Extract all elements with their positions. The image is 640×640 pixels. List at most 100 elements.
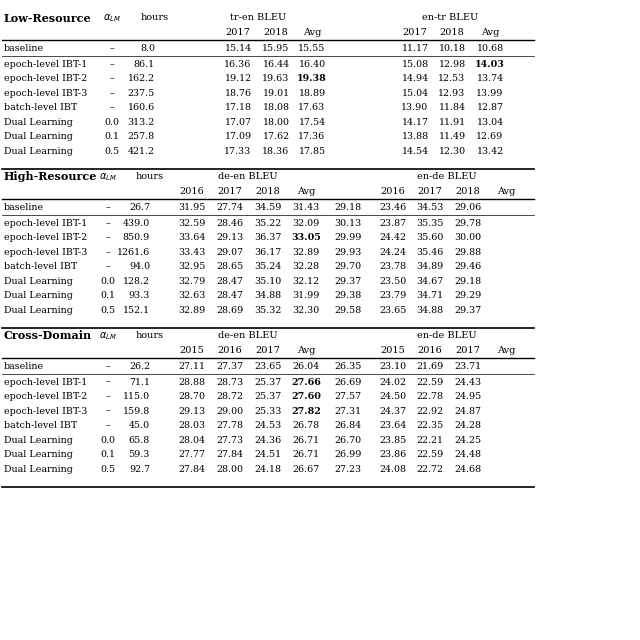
Text: 19.01: 19.01 [262, 89, 289, 98]
Text: 86.1: 86.1 [134, 60, 155, 69]
Text: 24.48: 24.48 [454, 450, 481, 460]
Text: 13.90: 13.90 [401, 104, 429, 113]
Text: 34.67: 34.67 [417, 277, 444, 286]
Text: hours: hours [141, 13, 169, 22]
Text: 29.18: 29.18 [454, 277, 481, 286]
Text: 28.65: 28.65 [216, 262, 244, 271]
Text: epoch-level IBT-2: epoch-level IBT-2 [4, 74, 87, 83]
Text: 2016: 2016 [180, 187, 204, 196]
Text: 27.84: 27.84 [216, 450, 243, 460]
Text: 23.79: 23.79 [380, 291, 406, 300]
Text: 24.42: 24.42 [380, 234, 406, 243]
Text: 26.71: 26.71 [292, 436, 319, 445]
Text: 12.53: 12.53 [438, 74, 466, 83]
Text: 32.89: 32.89 [179, 306, 205, 315]
Text: 23.64: 23.64 [380, 421, 406, 430]
Text: –: – [106, 234, 110, 243]
Text: 15.95: 15.95 [262, 44, 290, 53]
Text: 115.0: 115.0 [123, 392, 150, 401]
Text: 36.17: 36.17 [254, 248, 282, 257]
Text: 0.1: 0.1 [104, 132, 120, 141]
Text: –: – [109, 74, 115, 83]
Text: 10.18: 10.18 [438, 44, 465, 53]
Text: 28.00: 28.00 [216, 465, 243, 474]
Text: 17.33: 17.33 [225, 147, 252, 156]
Text: 28.88: 28.88 [179, 378, 205, 387]
Text: 23.86: 23.86 [380, 450, 406, 460]
Text: 29.99: 29.99 [334, 234, 362, 243]
Text: 22.35: 22.35 [417, 421, 444, 430]
Text: 92.7: 92.7 [129, 465, 150, 474]
Text: epoch-level IBT-1: epoch-level IBT-1 [4, 378, 87, 387]
Text: 26.2: 26.2 [129, 362, 150, 371]
Text: 12.98: 12.98 [438, 60, 465, 69]
Text: $\alpha_{LM}$: $\alpha_{LM}$ [99, 330, 117, 342]
Text: 15.14: 15.14 [225, 44, 252, 53]
Text: 2016: 2016 [418, 346, 442, 355]
Text: 29.93: 29.93 [334, 248, 362, 257]
Text: 32.63: 32.63 [179, 291, 205, 300]
Text: 12.87: 12.87 [477, 104, 504, 113]
Text: 13.74: 13.74 [476, 74, 504, 83]
Text: 12.30: 12.30 [438, 147, 465, 156]
Text: 28.04: 28.04 [179, 436, 205, 445]
Text: Dual Learning: Dual Learning [4, 147, 73, 156]
Text: 24.08: 24.08 [380, 465, 406, 474]
Text: 65.8: 65.8 [129, 436, 150, 445]
Text: 23.46: 23.46 [380, 203, 406, 212]
Text: 24.51: 24.51 [255, 450, 282, 460]
Text: 22.59: 22.59 [417, 378, 444, 387]
Text: 22.92: 22.92 [417, 406, 444, 416]
Text: epoch-level IBT-1: epoch-level IBT-1 [4, 60, 87, 69]
Text: 15.55: 15.55 [298, 44, 326, 53]
Text: 17.62: 17.62 [262, 132, 289, 141]
Text: 32.95: 32.95 [179, 262, 205, 271]
Text: batch-level IBT: batch-level IBT [4, 421, 77, 430]
Text: 19.12: 19.12 [225, 74, 252, 83]
Text: 24.53: 24.53 [254, 421, 282, 430]
Text: 0.5: 0.5 [104, 147, 120, 156]
Text: en-tr BLEU: en-tr BLEU [422, 13, 478, 22]
Text: –: – [106, 248, 110, 257]
Text: 26.69: 26.69 [334, 378, 362, 387]
Text: 28.73: 28.73 [216, 378, 244, 387]
Text: 2017: 2017 [255, 346, 280, 355]
Text: –: – [106, 378, 110, 387]
Text: 30.00: 30.00 [454, 234, 481, 243]
Text: 13.42: 13.42 [476, 147, 504, 156]
Text: 2018: 2018 [456, 187, 481, 196]
Text: 15.08: 15.08 [401, 60, 429, 69]
Text: 2016: 2016 [218, 346, 243, 355]
Text: 22.78: 22.78 [417, 392, 444, 401]
Text: epoch-level IBT-3: epoch-level IBT-3 [4, 89, 88, 98]
Text: 28.72: 28.72 [216, 392, 243, 401]
Text: 152.1: 152.1 [123, 306, 150, 315]
Text: 24.02: 24.02 [380, 378, 406, 387]
Text: –: – [109, 44, 115, 53]
Text: 28.47: 28.47 [216, 291, 243, 300]
Text: baseline: baseline [4, 203, 44, 212]
Text: 313.2: 313.2 [128, 118, 155, 127]
Text: 0.0: 0.0 [100, 277, 115, 286]
Text: 11.91: 11.91 [438, 118, 465, 127]
Text: 11.49: 11.49 [438, 132, 465, 141]
Text: 36.37: 36.37 [254, 234, 282, 243]
Text: 14.03: 14.03 [475, 60, 505, 69]
Text: 24.37: 24.37 [380, 406, 406, 416]
Text: 18.36: 18.36 [262, 147, 290, 156]
Text: Dual Learning: Dual Learning [4, 450, 73, 460]
Text: Avg: Avg [297, 187, 315, 196]
Text: 13.99: 13.99 [476, 89, 504, 98]
Text: Cross-Domain: Cross-Domain [4, 330, 92, 341]
Text: 2017: 2017 [456, 346, 481, 355]
Text: High-Resource: High-Resource [4, 172, 97, 182]
Text: 26.7: 26.7 [129, 203, 150, 212]
Text: 26.70: 26.70 [335, 436, 362, 445]
Text: 35.46: 35.46 [416, 248, 444, 257]
Text: 25.37: 25.37 [254, 378, 282, 387]
Text: 24.36: 24.36 [254, 436, 282, 445]
Text: 24.50: 24.50 [380, 392, 406, 401]
Text: 0.0: 0.0 [104, 118, 120, 127]
Text: 30.13: 30.13 [334, 219, 362, 228]
Text: 14.17: 14.17 [401, 118, 429, 127]
